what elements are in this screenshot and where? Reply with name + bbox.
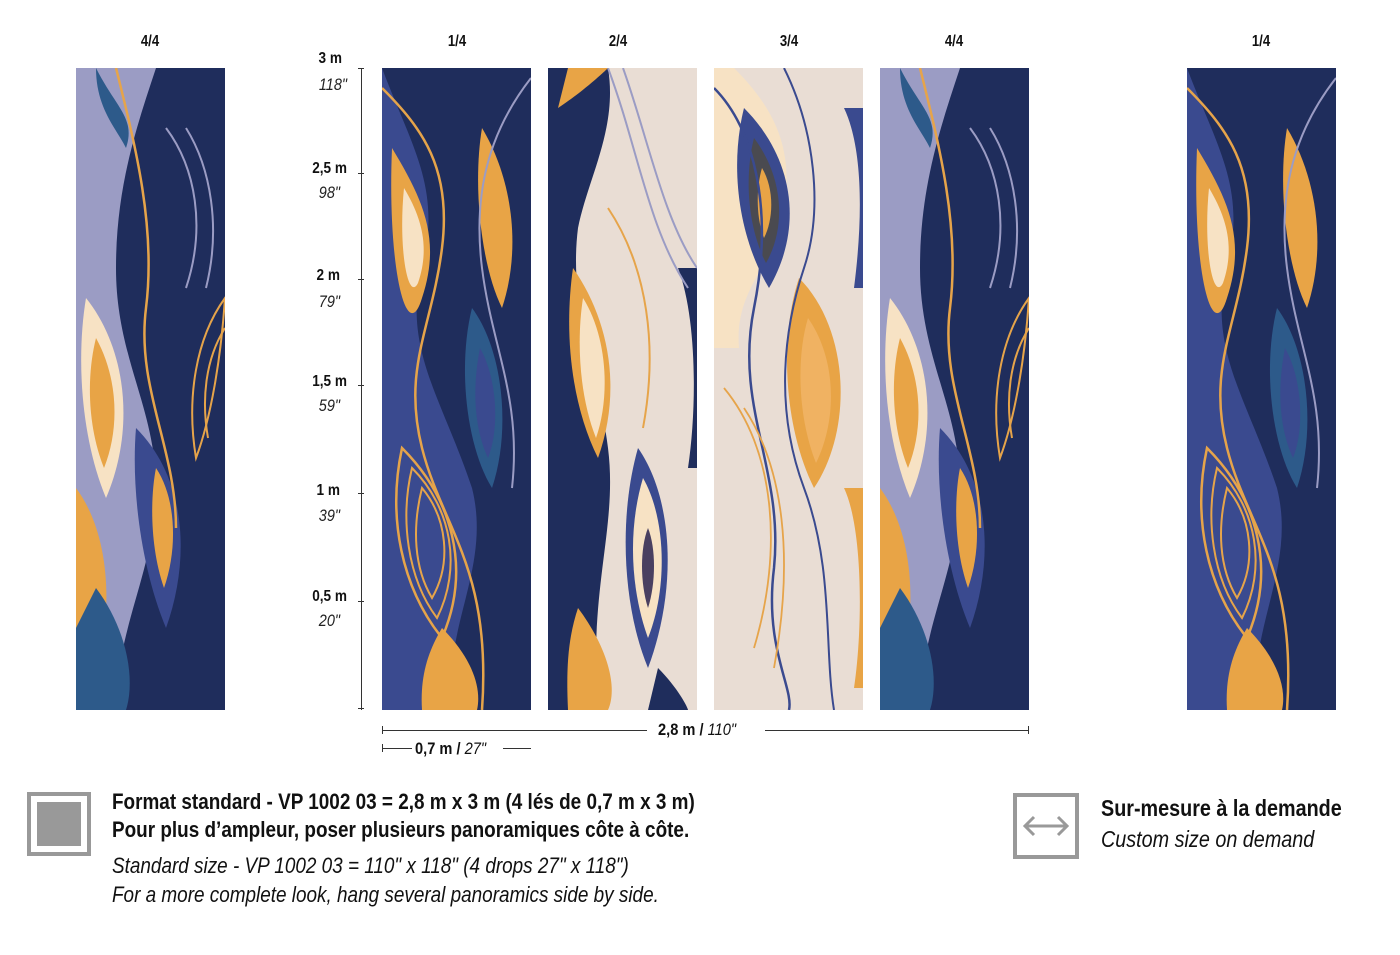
standard-format-en-line2: For a more complete look, hang several p… — [112, 882, 659, 907]
height-scale-axis — [361, 68, 362, 710]
panel-label-left-4-4: 4/4 — [140, 33, 160, 50]
height-label-metric: 1,5 m — [312, 373, 347, 390]
width-total-metric: 2,8 m / — [658, 720, 704, 739]
width-total-line-right — [765, 730, 1029, 731]
standard-format-en-line1: Standard size - VP 1002 03 = 110" x 118"… — [112, 853, 629, 878]
width-drop-line-left — [382, 748, 412, 749]
wallpaper-panel-4-4 — [880, 68, 1029, 710]
height-label-metric: 3 m — [318, 50, 342, 67]
wallpaper-panel-3-4 — [714, 68, 863, 710]
width-drop-line-right — [503, 748, 531, 749]
custom-size-fr: Sur-mesure à la demande — [1101, 795, 1342, 821]
height-label-metric: 1 m — [316, 482, 340, 499]
wallpaper-panel-right-1-4 — [1187, 68, 1336, 710]
height-tick — [358, 493, 364, 494]
width-total-tick-left — [382, 726, 383, 734]
height-label-imperial: 118" — [318, 75, 347, 94]
standard-format-fr-line2: Pour plus d’ampleur, poser plusieurs pan… — [112, 817, 690, 842]
height-label-metric: 2 m — [316, 267, 340, 284]
wallpaper-panel-2-4 — [548, 68, 697, 710]
width-total-tick-right — [1028, 726, 1029, 734]
standard-format-icon — [27, 792, 91, 856]
double-arrow-icon — [1022, 815, 1070, 837]
wallpaper-panel-left-4-4 — [76, 68, 225, 710]
height-tick — [358, 708, 364, 709]
width-drop-imperial: 27" — [464, 739, 487, 758]
height-label-imperial: 39" — [318, 506, 340, 525]
custom-size-en: Custom size on demand — [1101, 826, 1315, 852]
panel-label-right-1-4: 1/4 — [1251, 33, 1271, 50]
height-label-imperial: 59" — [318, 396, 340, 415]
width-drop-label: 0,7 m / 27" — [415, 739, 498, 759]
width-total-label: 2,8 m / 110" — [658, 720, 749, 740]
height-tick — [358, 385, 364, 386]
height-label-imperial: 98" — [318, 183, 340, 202]
wallpaper-panel-1-4 — [382, 68, 531, 710]
height-tick — [358, 601, 364, 602]
height-tick — [358, 68, 364, 69]
custom-size-icon — [1013, 793, 1079, 859]
height-label-imperial: 79" — [318, 292, 340, 311]
height-tick — [358, 279, 364, 280]
width-drop-tick-left — [382, 744, 383, 752]
height-label-imperial: 20" — [318, 611, 340, 630]
panel-label-2-4: 2/4 — [608, 33, 628, 50]
panel-label-3-4: 3/4 — [779, 33, 799, 50]
height-label-metric: 2,5 m — [312, 160, 347, 177]
width-drop-metric: 0,7 m / — [415, 739, 461, 758]
panel-label-1-4: 1/4 — [447, 33, 467, 50]
width-total-line-left — [382, 730, 647, 731]
standard-format-fr-line1: Format standard - VP 1002 03 = 2,8 m x 3… — [112, 789, 695, 814]
height-label-metric: 0,5 m — [312, 588, 347, 605]
height-tick — [358, 173, 364, 174]
panel-label-4-4: 4/4 — [944, 33, 964, 50]
width-total-imperial: 110" — [707, 720, 737, 739]
